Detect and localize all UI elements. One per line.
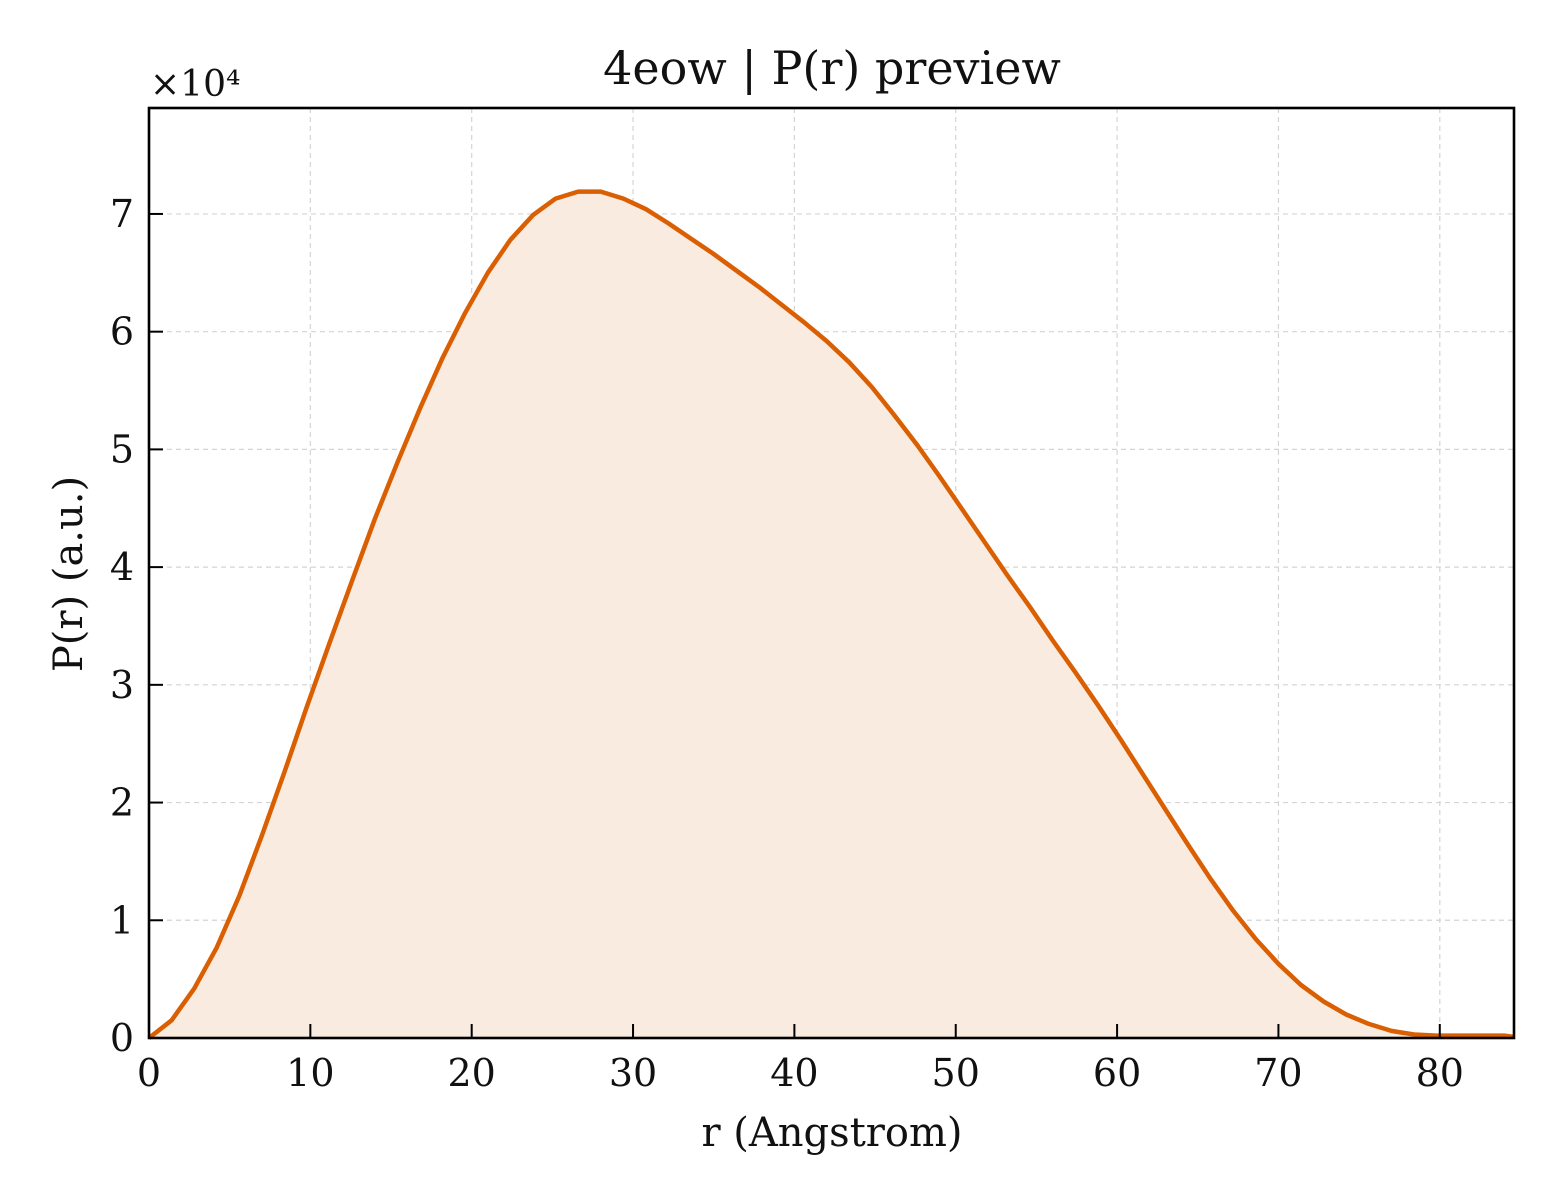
- y-tick-label: 2: [110, 781, 134, 825]
- x-tick-label: 10: [286, 1051, 334, 1095]
- pr-area-fill: [149, 191, 1514, 1039]
- chart-title: 4eow | P(r) preview: [603, 41, 1061, 95]
- y-axis-label: P(r) (a.u.): [46, 476, 92, 672]
- x-tick-label: 40: [770, 1051, 818, 1095]
- plot-frame: [147, 106, 1516, 1040]
- x-tick-label: 0: [137, 1051, 161, 1095]
- x-tick-label: 60: [1093, 1051, 1141, 1095]
- y-tick-label: 1: [110, 898, 134, 942]
- y-tick-label: 6: [110, 310, 134, 354]
- y-tick-label: 5: [110, 427, 134, 471]
- x-tick-label: 30: [609, 1051, 657, 1095]
- tick-labels: 0 10 20 30 40 50 60 70 80 0 1 2 3 4 5 6 7: [110, 192, 1464, 1095]
- x-tick-label: 80: [1416, 1051, 1464, 1095]
- x-tick-label: 70: [1254, 1051, 1302, 1095]
- x-tick-label: 20: [448, 1051, 496, 1095]
- y-multiplier-label: ×10⁴: [150, 64, 240, 105]
- x-tick-label: 50: [932, 1051, 980, 1095]
- y-tick-label: 3: [110, 663, 134, 707]
- y-tick-label: 0: [110, 1016, 134, 1060]
- y-tick-label: 7: [110, 192, 134, 236]
- x-axis-label: r (Angstrom): [701, 1110, 962, 1156]
- y-tick-label: 4: [110, 545, 134, 589]
- pr-curve: [147, 189, 1515, 1040]
